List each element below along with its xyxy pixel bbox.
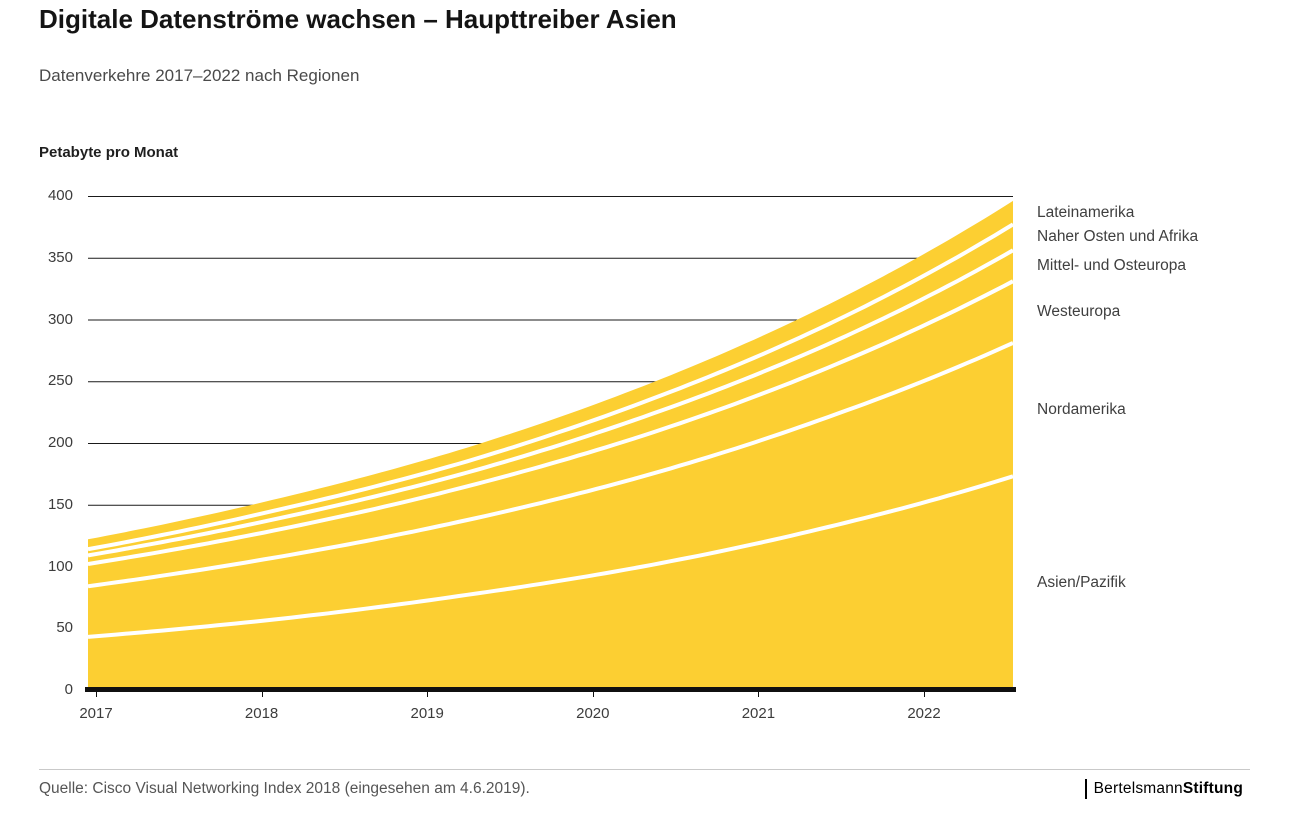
x-tick-label: 2022 bbox=[907, 705, 941, 722]
footer-divider bbox=[39, 769, 1250, 770]
source-note: Quelle: Cisco Visual Networking Index 20… bbox=[39, 780, 530, 797]
x-tick-label: 2021 bbox=[741, 705, 776, 722]
y-tick-label: 0 bbox=[64, 681, 73, 698]
series-separator-line bbox=[88, 474, 1013, 639]
y-tick-label: 50 bbox=[56, 619, 73, 637]
x-tick bbox=[592, 692, 594, 697]
x-tick bbox=[96, 692, 97, 697]
series-separator-line bbox=[88, 279, 1013, 566]
brand-logo: Bertelsmann Stiftung bbox=[1084, 779, 1243, 799]
stacked-area-chart bbox=[88, 196, 1013, 690]
legend-label: Nordamerika bbox=[1037, 400, 1126, 418]
x-tick-label: 2017 bbox=[79, 705, 113, 722]
y-tick-label: 300 bbox=[47, 310, 73, 328]
page-subtitle: Datenverkehre 2017–2022 nach Regionen bbox=[39, 66, 360, 85]
y-tick-label: 400 bbox=[47, 187, 73, 204]
page-title: Digitale Datenströme wachsen – Haupttrei… bbox=[39, 4, 677, 34]
x-axis-line bbox=[85, 687, 1016, 692]
x-tick bbox=[261, 692, 263, 697]
legend-label: Lateinamerika bbox=[1037, 203, 1135, 221]
x-tick-label: 2018 bbox=[244, 705, 279, 722]
y-tick-label: 200 bbox=[47, 434, 73, 451]
y-tick-label: 100 bbox=[47, 557, 73, 575]
y-tick-label: 350 bbox=[47, 248, 73, 266]
legend-label: Westeuropa bbox=[1037, 303, 1121, 321]
y-axis-unit-label: Petabyte pro Monat bbox=[39, 144, 179, 161]
brand-name-bold: Stiftung bbox=[1182, 780, 1243, 797]
legend-label: Naher Osten und Afrika bbox=[1037, 228, 1199, 246]
x-tick bbox=[924, 692, 925, 697]
legend-label: Mittel- und Osteuropa bbox=[1037, 256, 1187, 274]
brand-name-regular: Bertelsmann bbox=[1093, 780, 1183, 797]
series-separator-line bbox=[88, 341, 1013, 589]
y-tick-label: 150 bbox=[47, 495, 73, 513]
x-tick bbox=[427, 692, 429, 697]
x-tick bbox=[758, 692, 760, 697]
series-separator-line bbox=[88, 248, 1013, 558]
x-tick-label: 2019 bbox=[410, 705, 444, 722]
series-separator-line bbox=[88, 222, 1013, 552]
x-tick-label: 2020 bbox=[576, 705, 610, 722]
y-tick-label: 250 bbox=[47, 372, 73, 390]
legend-label: Asien/Pazifik bbox=[1037, 574, 1126, 592]
brand-logo-bar bbox=[1084, 779, 1087, 799]
stacked-area bbox=[88, 200, 1013, 690]
